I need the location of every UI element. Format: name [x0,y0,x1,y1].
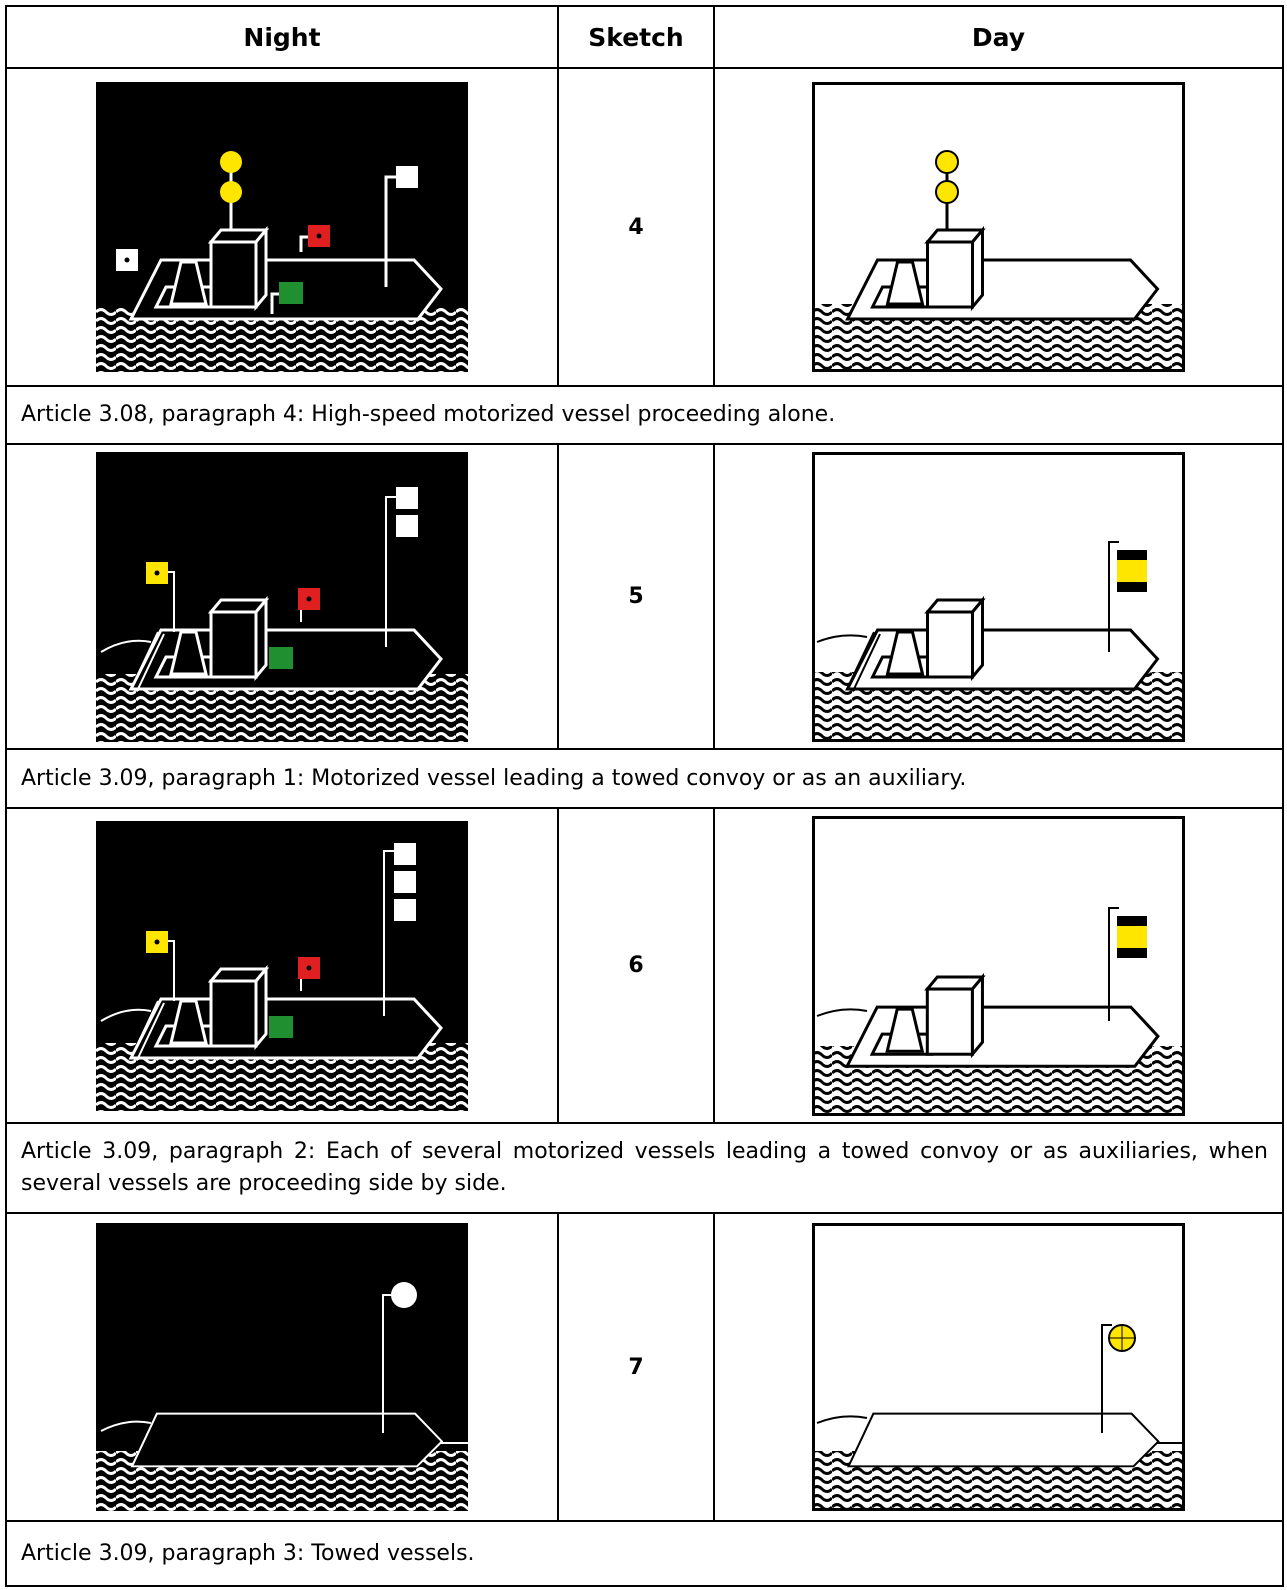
shape [306,965,312,970]
shape [132,1414,442,1467]
shape [396,514,418,537]
sketch-number: 7 [557,1212,715,1522]
sketch-number: 5 [557,443,715,750]
shape [383,849,394,1016]
cell [5,67,559,387]
caption: Article 3.08, paragraph 4: High-speed mo… [5,385,1284,445]
day-illustration [812,82,1185,372]
shape [935,150,959,174]
shape [100,1420,468,1444]
shape [384,175,396,287]
shape [124,257,130,263]
cell [713,443,1284,750]
shape [166,939,175,1001]
caption: Article 3.09, paragraph 1: Motorized ves… [5,748,1284,809]
shape [269,646,293,669]
header: Sketch [557,5,715,69]
shape: Article 3.09, paragraph 2: Each of sever… [5,1122,1284,1214]
shape: 5 [5,443,1284,750]
shape [299,235,308,252]
cell [713,1212,1284,1522]
shape [394,842,416,865]
shape [220,181,242,203]
shape [1101,1324,1112,1433]
shape [154,570,160,575]
shape [166,570,175,632]
header: Night [5,5,559,69]
shape [816,1007,868,1017]
shape [1117,925,1147,948]
night-illustration [96,451,468,742]
header-row: Night Sketch Day [5,5,1284,69]
shape [391,1282,417,1308]
header: Day [713,5,1284,69]
shape [1117,559,1147,582]
shape: 7 [5,1212,1284,1522]
shape: 6 [5,807,1284,1124]
shape: Article 3.09, paragraph 3: Towed vessels… [5,1520,1284,1587]
shape [1108,540,1119,652]
shape [935,180,959,204]
day-illustration [812,1223,1185,1511]
shape [306,596,312,601]
cell [5,807,559,1124]
sketch-number: 6 [557,807,715,1124]
shape [394,870,416,893]
shape [396,166,418,188]
cell [713,67,1284,387]
night-illustration [96,1223,468,1511]
shape: Article 3.08, paragraph 4: High-speed mo… [5,385,1284,445]
shape [269,1015,293,1038]
shape [849,1414,1159,1467]
shape [816,631,881,689]
shape [154,939,160,944]
shape: 4 [5,67,1284,387]
shape [1108,906,1119,1021]
shape [220,151,242,173]
shape [316,233,322,239]
day-illustration [812,815,1185,1116]
shape [270,292,279,314]
shape [385,495,396,647]
night-illustration [96,82,468,372]
shape: Article 3.09, paragraph 1: Motorized ves… [5,748,1284,809]
cell [5,1212,559,1522]
shape [382,1294,394,1433]
caption: Article 3.09, paragraph 2: Each of sever… [5,1122,1284,1214]
night-illustration [96,820,468,1111]
shape [279,282,303,304]
shape [396,486,418,509]
shape [100,631,165,689]
day-illustration [812,451,1185,742]
shape [394,898,416,921]
shape [816,1415,1184,1444]
table: Night Sketch Day 4 Article 3.08, paragra… [5,5,1284,1587]
sketch-number: 4 [557,67,715,387]
shape [100,1000,165,1058]
cell [5,443,559,750]
caption: Article 3.09, paragraph 3: Towed vessels… [5,1520,1284,1587]
cell [713,807,1284,1124]
